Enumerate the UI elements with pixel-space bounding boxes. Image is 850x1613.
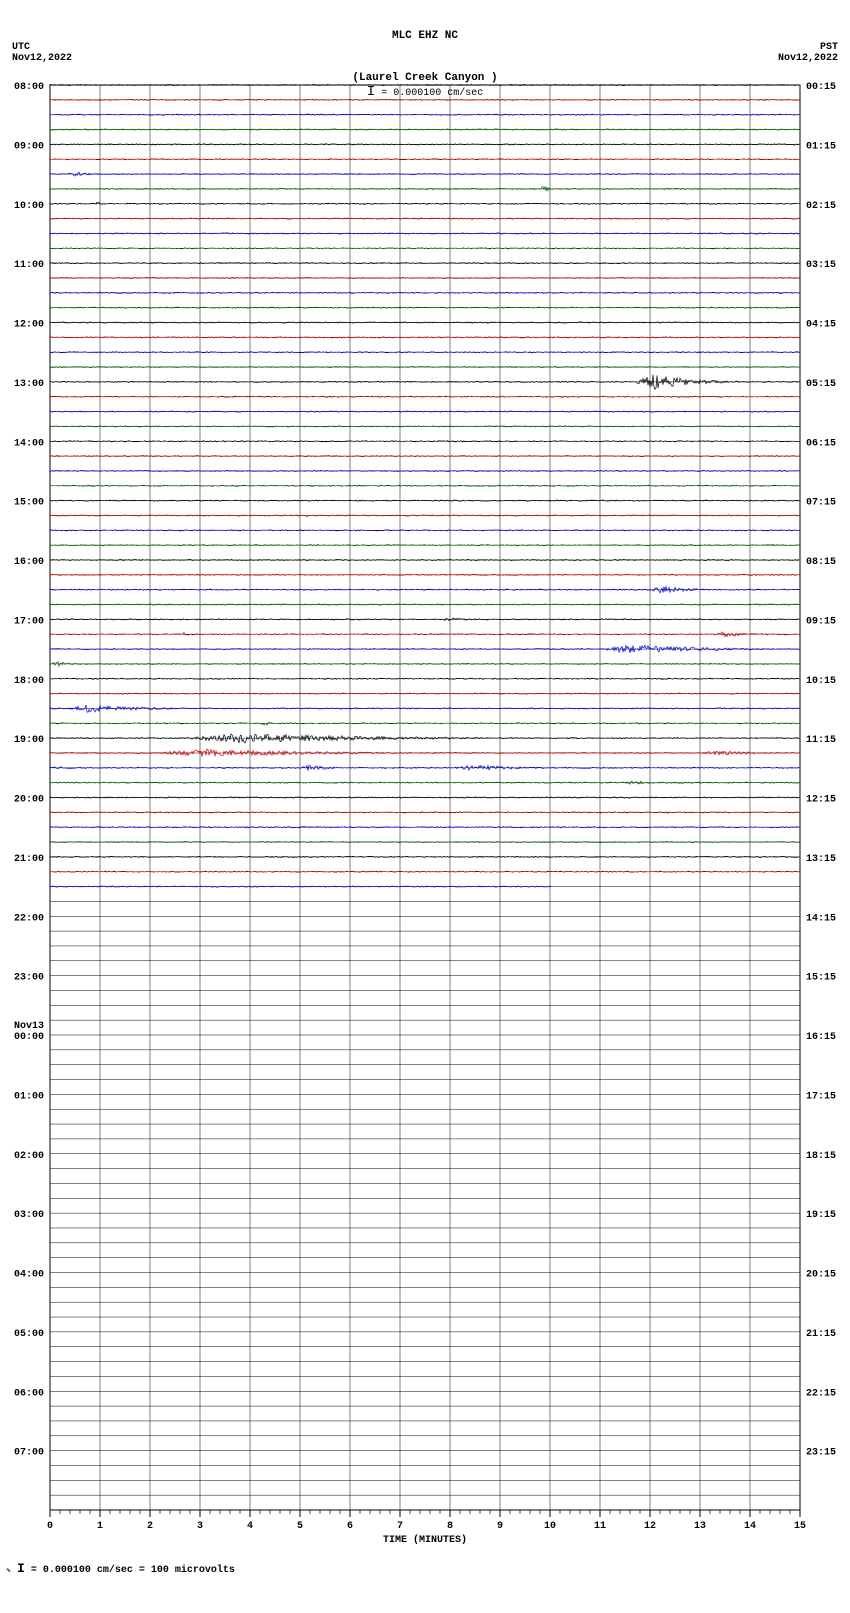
svg-text:TIME (MINUTES): TIME (MINUTES) bbox=[383, 1534, 467, 1546]
svg-text:10:15: 10:15 bbox=[806, 676, 836, 687]
svg-text:15:15: 15:15 bbox=[806, 973, 836, 984]
svg-text:22:15: 22:15 bbox=[806, 1388, 836, 1399]
svg-text:17:15: 17:15 bbox=[806, 1091, 836, 1102]
svg-text:21:00: 21:00 bbox=[14, 854, 44, 865]
svg-text:09:00: 09:00 bbox=[14, 141, 44, 152]
svg-text:03:00: 03:00 bbox=[14, 1210, 44, 1221]
svg-text:04:00: 04:00 bbox=[14, 1270, 44, 1281]
svg-text:13:00: 13:00 bbox=[14, 379, 44, 390]
left-tz-block: UTC Nov12,2022 bbox=[12, 42, 72, 64]
svg-text:18:00: 18:00 bbox=[14, 676, 44, 687]
svg-text:23:15: 23:15 bbox=[806, 1448, 836, 1459]
svg-text:08:15: 08:15 bbox=[806, 557, 836, 568]
svg-text:07:00: 07:00 bbox=[14, 1448, 44, 1459]
svg-text:03:15: 03:15 bbox=[806, 260, 836, 271]
svg-text:0: 0 bbox=[47, 1521, 53, 1532]
svg-text:10:00: 10:00 bbox=[14, 201, 44, 212]
svg-text:01:00: 01:00 bbox=[14, 1091, 44, 1102]
svg-text:7: 7 bbox=[397, 1521, 403, 1532]
right-date: Nov12,2022 bbox=[778, 53, 838, 64]
svg-text:10: 10 bbox=[544, 1521, 556, 1532]
svg-text:14: 14 bbox=[744, 1521, 756, 1532]
svg-text:20:15: 20:15 bbox=[806, 1270, 836, 1281]
footer-scale: ∿ I = 0.000100 cm/sec = 100 microvolts bbox=[0, 1555, 850, 1576]
left-date: Nov12,2022 bbox=[12, 53, 72, 64]
svg-text:11:15: 11:15 bbox=[806, 735, 836, 746]
svg-text:01:15: 01:15 bbox=[806, 141, 836, 152]
left-tz: UTC bbox=[12, 42, 72, 53]
svg-text:05:15: 05:15 bbox=[806, 379, 836, 390]
svg-text:19:00: 19:00 bbox=[14, 735, 44, 746]
helicorder-plot: 0123456789101112131415TIME (MINUTES)08:0… bbox=[0, 75, 850, 1555]
svg-text:23:00: 23:00 bbox=[14, 973, 44, 984]
svg-text:00:00: 00:00 bbox=[14, 1032, 44, 1043]
svg-text:11: 11 bbox=[594, 1521, 606, 1532]
svg-text:14:15: 14:15 bbox=[806, 913, 836, 924]
svg-text:13: 13 bbox=[694, 1521, 706, 1532]
svg-text:16:00: 16:00 bbox=[14, 557, 44, 568]
svg-text:8: 8 bbox=[447, 1521, 453, 1532]
svg-text:16:15: 16:15 bbox=[806, 1032, 836, 1043]
svg-text:20:00: 20:00 bbox=[14, 795, 44, 806]
svg-text:07:15: 07:15 bbox=[806, 498, 836, 509]
helicorder-svg: 0123456789101112131415TIME (MINUTES)08:0… bbox=[0, 75, 850, 1555]
station-code: MLC EHZ NC bbox=[0, 0, 850, 42]
svg-text:02:15: 02:15 bbox=[806, 201, 836, 212]
svg-text:05:00: 05:00 bbox=[14, 1329, 44, 1340]
svg-text:09:15: 09:15 bbox=[806, 616, 836, 627]
svg-text:12:00: 12:00 bbox=[14, 320, 44, 331]
svg-text:9: 9 bbox=[497, 1521, 503, 1532]
svg-text:21:15: 21:15 bbox=[806, 1329, 836, 1340]
svg-text:12:15: 12:15 bbox=[806, 795, 836, 806]
right-tz: PST bbox=[778, 42, 838, 53]
svg-text:02:00: 02:00 bbox=[14, 1151, 44, 1162]
svg-text:11:00: 11:00 bbox=[14, 260, 44, 271]
svg-text:06:00: 06:00 bbox=[14, 1388, 44, 1399]
svg-text:15: 15 bbox=[794, 1521, 806, 1532]
svg-text:04:15: 04:15 bbox=[806, 320, 836, 331]
svg-text:6: 6 bbox=[347, 1521, 353, 1532]
svg-text:2: 2 bbox=[147, 1521, 153, 1532]
svg-text:Nov13: Nov13 bbox=[14, 1021, 44, 1032]
svg-text:22:00: 22:00 bbox=[14, 913, 44, 924]
header: UTC Nov12,2022 PST Nov12,2022 MLC EHZ NC… bbox=[0, 0, 850, 75]
svg-text:14:00: 14:00 bbox=[14, 438, 44, 449]
footer-text: = 0.000100 cm/sec = 100 microvolts bbox=[31, 1565, 235, 1576]
svg-text:08:00: 08:00 bbox=[14, 82, 44, 93]
svg-text:18:15: 18:15 bbox=[806, 1151, 836, 1162]
svg-text:12: 12 bbox=[644, 1521, 656, 1532]
svg-text:15:00: 15:00 bbox=[14, 498, 44, 509]
svg-text:13:15: 13:15 bbox=[806, 854, 836, 865]
svg-text:1: 1 bbox=[97, 1521, 103, 1532]
svg-text:4: 4 bbox=[247, 1521, 253, 1532]
svg-text:5: 5 bbox=[297, 1521, 303, 1532]
svg-text:17:00: 17:00 bbox=[14, 616, 44, 627]
svg-text:06:15: 06:15 bbox=[806, 438, 836, 449]
right-tz-block: PST Nov12,2022 bbox=[778, 42, 838, 64]
svg-text:00:15: 00:15 bbox=[806, 82, 836, 93]
svg-text:3: 3 bbox=[197, 1521, 203, 1532]
svg-text:19:15: 19:15 bbox=[806, 1210, 836, 1221]
